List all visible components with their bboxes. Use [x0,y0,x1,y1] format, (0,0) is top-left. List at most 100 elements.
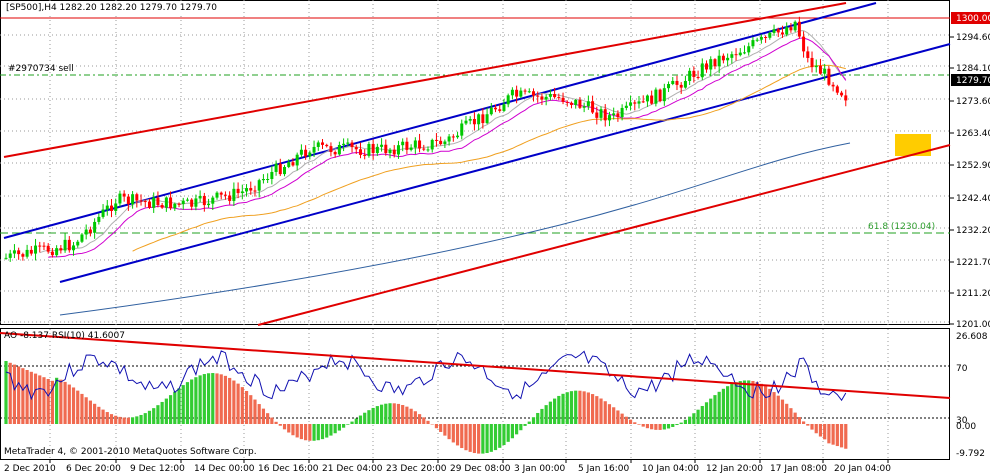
candle [358,142,362,159]
candle [793,20,797,33]
blue-channel-top[interactable] [3,2,877,239]
candle [751,36,755,49]
candle [451,134,455,142]
chart-objects [0,2,951,326]
indicator-tick: 30 [956,416,968,426]
rsi-line [5,350,847,402]
candle [806,46,810,63]
candle [409,144,413,152]
candle [696,70,700,80]
time-tick: 21 Dec 04:00 [322,464,383,474]
candle [489,103,493,116]
candle [278,158,282,177]
copyright-text: MetaTrader 4, © 2001-2010 MetaQuotes Sof… [4,447,257,457]
candle [654,87,658,107]
candle [261,174,265,184]
time-tick: 5 Jan 16:00 [578,464,630,474]
candle [232,182,236,206]
candle [624,101,628,111]
candle [637,96,641,109]
blue-channel-bottom[interactable] [59,43,951,283]
candle [287,159,291,169]
candle [245,184,249,197]
price-tick: 1263.40 [956,129,990,139]
time-tick: 17 Jan 08:00 [770,464,827,474]
candle [641,95,645,103]
candle [177,202,181,208]
candle [557,93,561,101]
candle [342,138,346,152]
price-badge-current [951,74,990,86]
candle [257,178,261,198]
candle [776,27,780,38]
candle [375,143,379,156]
candle [616,110,620,122]
candle [607,111,611,127]
candle [418,133,422,153]
candle [430,138,434,153]
candle [223,191,227,200]
candle [413,137,417,155]
candle [405,137,409,155]
candle [574,98,578,109]
candle [219,191,223,200]
candle [578,97,582,109]
time-tick: 23 Dec 20:00 [386,464,447,474]
candle [392,145,396,158]
candle [63,233,67,253]
candle [468,116,472,125]
candle [502,99,506,112]
candle [464,115,468,126]
candle [143,199,147,208]
time-tick: 3 Jan 00:00 [514,464,566,474]
price-badge-red [951,12,990,24]
ao-histogram [4,361,848,454]
candle [185,197,189,202]
target-zone[interactable] [895,134,931,156]
candle [658,88,662,103]
candle [835,84,839,95]
candle [586,95,590,110]
candle [595,106,599,125]
candle [481,108,485,129]
candle [384,139,388,156]
indicator-tick: 26.608 [956,332,988,342]
candle [380,138,384,152]
candle [823,63,827,81]
candle [422,144,426,152]
candle [764,35,768,43]
price-tick: 1294.60 [956,33,990,43]
candle [126,193,130,211]
red-channel-top[interactable] [3,2,847,158]
candle [17,247,21,260]
candle [215,191,219,200]
candle [401,138,405,152]
candle [548,89,552,101]
candle [460,119,464,140]
candle [515,85,519,104]
candle [131,191,135,209]
candle [396,140,400,159]
candle [743,45,746,55]
red-channel-bottom[interactable] [257,144,951,326]
candle [236,182,240,199]
candle [59,245,63,254]
candle [519,87,523,99]
candle [620,104,624,121]
candle [768,31,772,40]
candle [283,164,287,177]
candle [700,58,704,80]
candle [21,252,25,261]
candle [156,191,160,208]
candle [101,204,105,219]
candle [456,131,460,139]
candle [717,49,721,74]
candle [160,203,164,209]
candle [439,136,443,146]
candle [211,196,215,210]
indicator-panel [0,332,951,454]
candle [198,190,202,203]
moving-averages [39,30,851,316]
candle [747,42,751,56]
